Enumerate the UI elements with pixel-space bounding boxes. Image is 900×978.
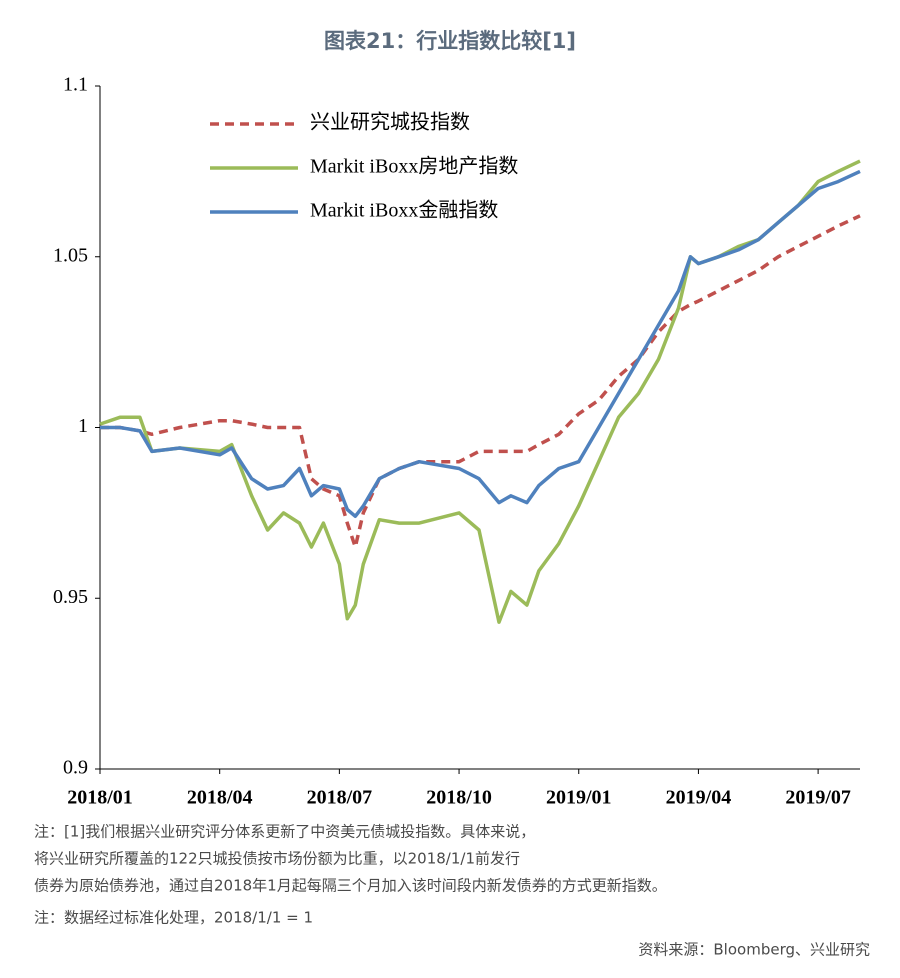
y-tick-label: 1.05 (53, 244, 88, 266)
y-tick-label: 1 (78, 415, 88, 437)
x-tick-label: 2018/10 (426, 787, 492, 809)
x-tick-label: 2019/01 (546, 787, 612, 809)
x-tick-label: 2018/04 (187, 787, 253, 809)
source: 资料来源：Bloomberg、兴业研究 (638, 941, 870, 959)
series-line (100, 169, 861, 519)
note: 注：数据经过标准化处理，2018/1/1 = 1 (34, 909, 313, 927)
series-line (99, 159, 861, 624)
legend-label: Markit iBoxx房地产指数 (310, 155, 518, 178)
legend-label: Markit iBoxx金融指数 (310, 199, 498, 222)
x-tick-label: 2018/01 (67, 787, 133, 809)
x-tick-label: 2018/07 (307, 787, 373, 809)
x-tick-label: 2019/04 (666, 787, 732, 809)
chart-title: 图表21：行业指数比较[1] (324, 29, 576, 53)
series-line (100, 214, 861, 549)
y-tick-label: 0.9 (63, 757, 88, 779)
note: 将兴业研究所覆盖的122只城投债按市场份额为比重，以2018/1/1前发行 (34, 850, 520, 868)
note: 债券为原始债券池，通过自2018年1月起每隔三个月加入该时间段内新发债券的方式更… (34, 877, 667, 895)
y-tick-label: 0.95 (53, 586, 88, 608)
note: 注：[1]我们根据兴业研究评分体系更新了中资美元债城投指数。具体来说， (34, 823, 535, 841)
x-tick-label: 2019/07 (785, 787, 851, 809)
legend-label: 兴业研究城投指数 (310, 111, 470, 134)
y-tick-label: 1.1 (63, 74, 88, 96)
